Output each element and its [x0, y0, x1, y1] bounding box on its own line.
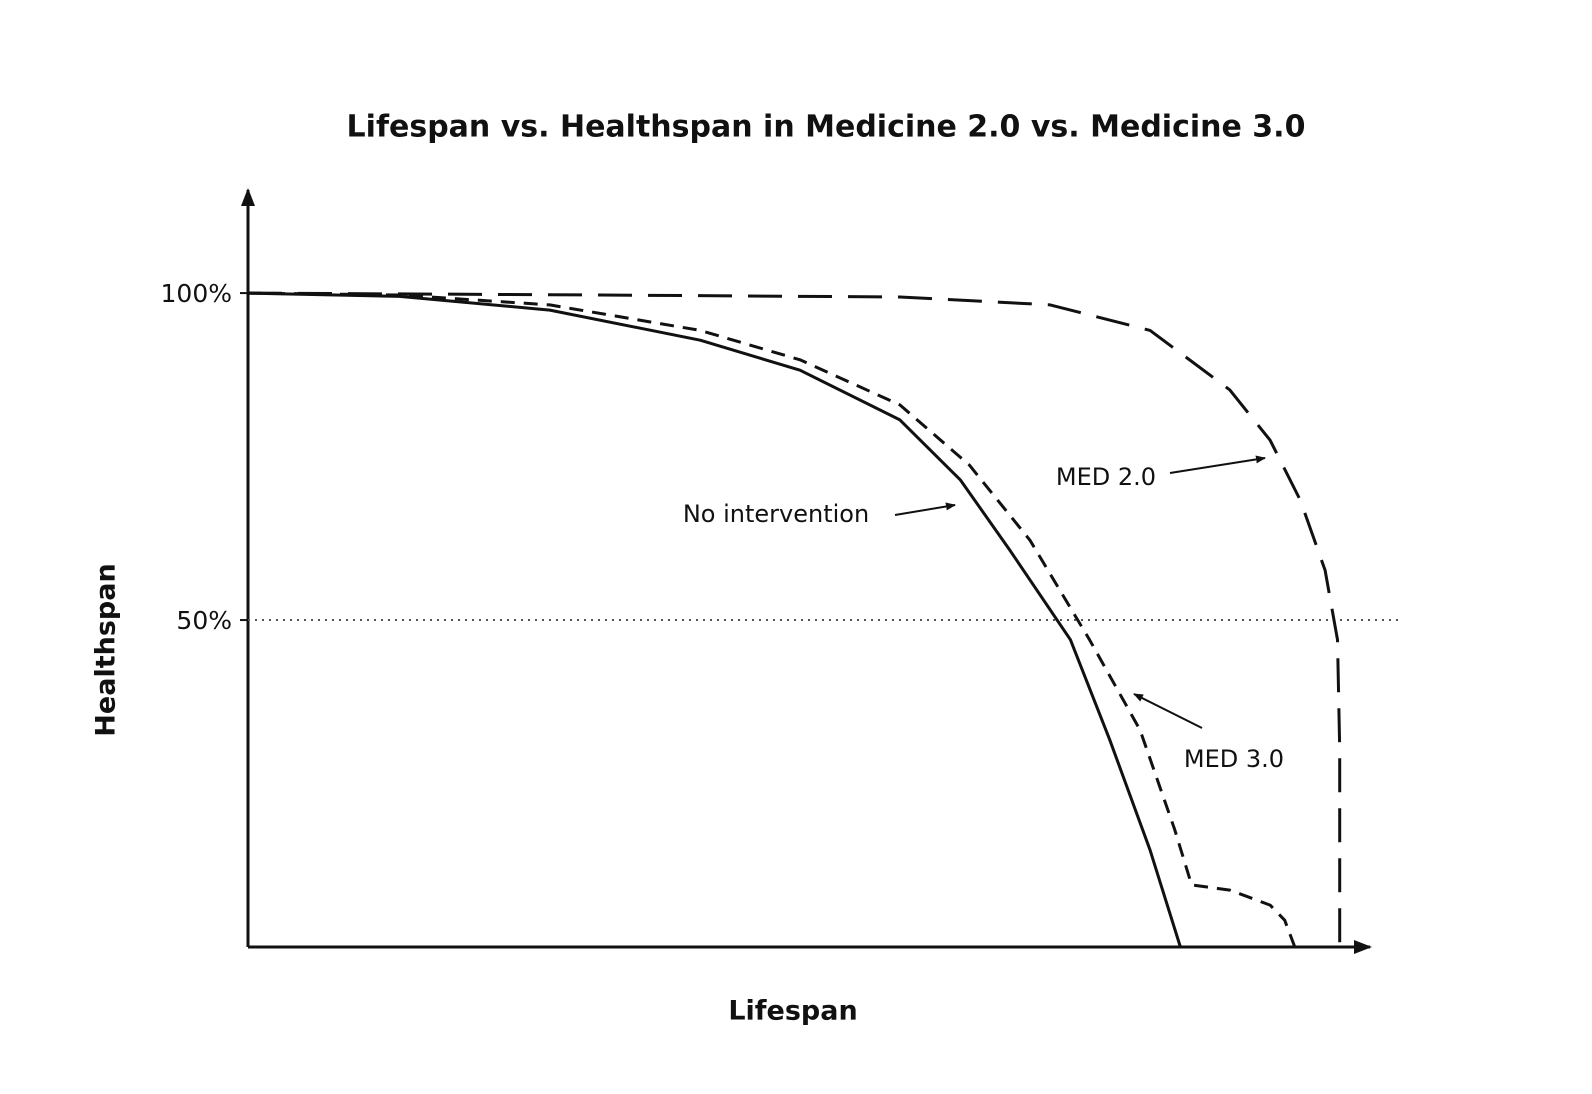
x-axis-label: Lifespan: [728, 996, 857, 1027]
series-label: MED 2.0: [1056, 463, 1156, 491]
annotation-arrow: [1133, 693, 1203, 729]
line-series: [247, 291, 1297, 948]
y-tick-label: 100%: [161, 279, 232, 308]
annotation-arrow: [894, 502, 956, 516]
series-label: No intervention: [683, 500, 869, 528]
y-tick-label: 50%: [176, 606, 232, 635]
line-series: [247, 291, 1342, 947]
series-label: MED 3.0: [1184, 745, 1284, 773]
y-axis-label: Healthspan: [91, 563, 122, 736]
chart-title: Lifespan vs. Healthspan in Medicine 2.0 …: [347, 110, 1306, 145]
line-series: [247, 291, 1182, 948]
annotation-arrow: [1169, 455, 1266, 474]
